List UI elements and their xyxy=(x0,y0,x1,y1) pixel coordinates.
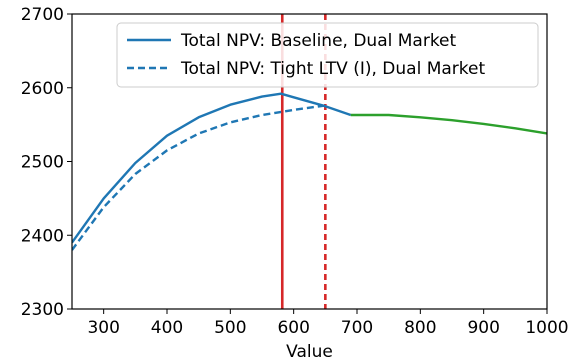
x-tick-label: 900 xyxy=(467,318,499,338)
x-tick-label: 800 xyxy=(404,318,436,338)
y-tick-label: 2500 xyxy=(21,153,64,173)
series-line-1 xyxy=(72,92,352,244)
x-axis: 300 400 500 600 700 800 900 1000 xyxy=(87,309,569,338)
y-tick-label: 2700 xyxy=(21,5,64,25)
x-tick-label: 300 xyxy=(87,318,119,338)
x-tick-label: 700 xyxy=(341,318,373,338)
series-line-3 xyxy=(350,113,547,135)
x-tick-label: 400 xyxy=(151,318,183,338)
legend-box xyxy=(116,22,539,88)
y-axis: 2300 2400 2500 2600 2700 xyxy=(21,5,72,320)
x-axis-label: Value xyxy=(286,342,333,362)
x-tick-label: 500 xyxy=(214,318,246,338)
legend-entry: Total NPV: Baseline, Dual Market xyxy=(180,31,457,51)
series-line-2 xyxy=(72,104,326,251)
x-tick-label: 600 xyxy=(277,318,309,338)
y-tick-label: 2600 xyxy=(21,79,64,99)
x-tick-label: 1000 xyxy=(525,318,568,338)
legend-entry: Total NPV: Tight LTV (I), Dual Market xyxy=(180,59,485,79)
y-tick-label: 2400 xyxy=(21,226,64,246)
y-tick-label: 2300 xyxy=(21,300,64,320)
legend: Total NPV: Baseline, Dual Market Total NP… xyxy=(116,22,539,88)
